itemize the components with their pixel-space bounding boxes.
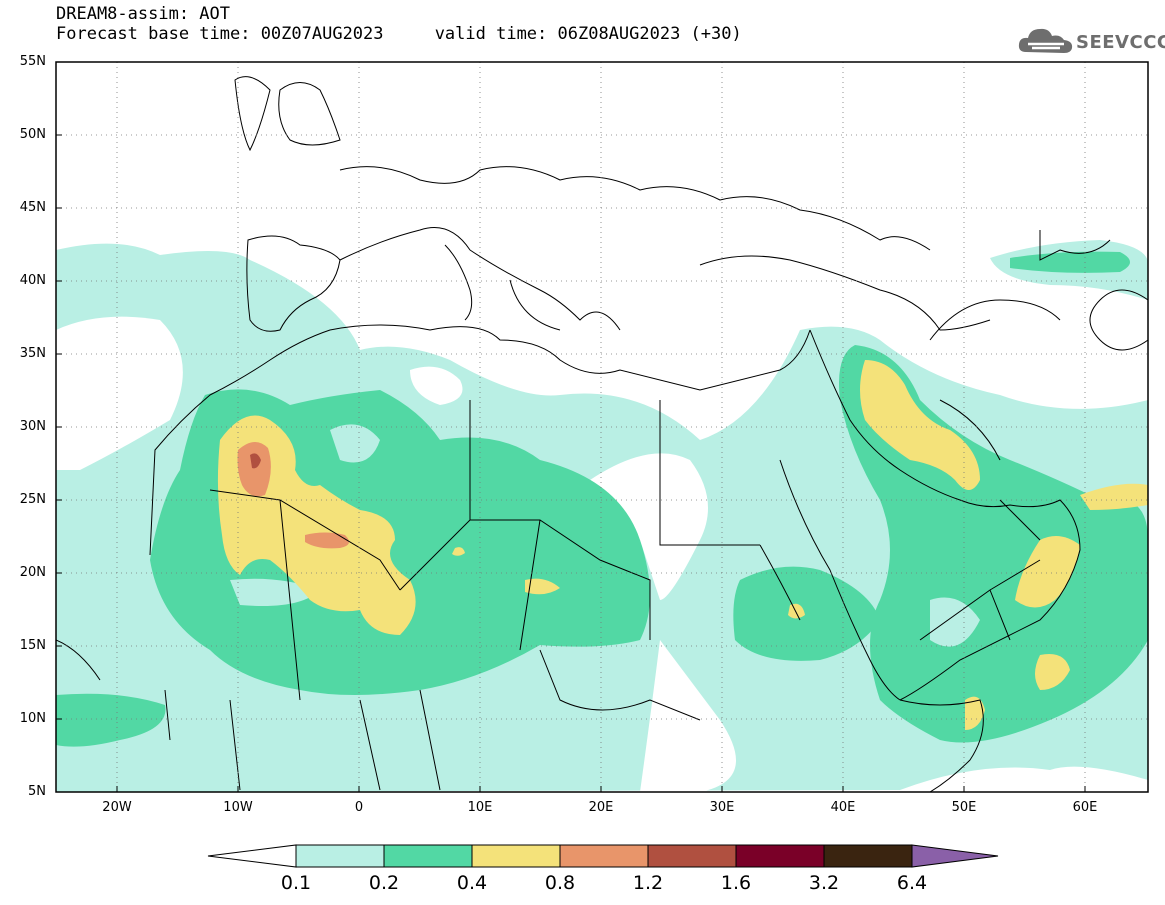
lat-label: 15N: [19, 638, 46, 653]
colorbar-segment-2: [383, 844, 473, 868]
colorbar-segment-7: [823, 844, 913, 868]
gridlines: [56, 62, 1148, 792]
colorbar-segment-1: [295, 844, 385, 868]
lon-label: 0: [354, 800, 364, 815]
colorbar-label: 1.2: [632, 872, 664, 894]
aot-level-1.2-field: [250, 453, 261, 469]
lat-label: 50N: [19, 127, 46, 142]
lon-label: 30E: [709, 800, 735, 815]
colorbar-label: 0.2: [368, 872, 400, 894]
cloud-icon: [1018, 28, 1073, 53]
no-dust-gap: [230, 424, 980, 647]
colorbar-label: 0.1: [280, 872, 312, 894]
lon-label: 20W: [102, 800, 132, 815]
lat-label: 55N: [19, 54, 46, 69]
colorbar-segment-5: [647, 844, 737, 868]
lon-label: 10E: [467, 800, 493, 815]
coastlines-and-borders: [56, 76, 1148, 792]
lat-label: 40N: [19, 273, 46, 288]
lat-label: 30N: [19, 419, 46, 434]
lon-label: 60E: [1072, 800, 1098, 815]
seevccc-logo: SEEVCCC: [1018, 24, 1165, 58]
logo-text: SEEVCCC: [1076, 32, 1165, 53]
colorbar-label: 0.8: [544, 872, 576, 894]
colorbar-label: 3.2: [808, 872, 840, 894]
lat-label: 25N: [19, 492, 46, 507]
colorbar-label: 0.4: [456, 872, 488, 894]
colorbar: [207, 844, 999, 868]
colorbar-under-arrow: [207, 844, 297, 868]
forecast-time-subtitle: Forecast base time: 00Z07AUG2023 valid t…: [56, 24, 742, 44]
lon-label: 10W: [223, 800, 253, 815]
lon-label: 20E: [588, 800, 614, 815]
lat-label: 5N: [28, 784, 46, 799]
lat-label: 20N: [19, 565, 46, 580]
lat-label: 45N: [19, 200, 46, 215]
lon-label: 50E: [951, 800, 977, 815]
colorbar-over-arrow: [911, 844, 999, 868]
lat-label: 35N: [19, 346, 46, 361]
colorbar-segment-4: [559, 844, 649, 868]
colorbar-segment-6: [735, 844, 825, 868]
lat-label: 10N: [19, 711, 46, 726]
axis-ticks: [56, 61, 1086, 793]
no-dust-gap: [56, 316, 736, 792]
colorbar-segment-3: [471, 844, 561, 868]
map-title: DREAM8-assim: AOT: [56, 4, 230, 24]
lon-label: 40E: [830, 800, 856, 815]
aot-level-0.8-field: [237, 441, 349, 549]
colorbar-label: 6.4: [896, 872, 928, 894]
colorbar-label: 1.6: [720, 872, 752, 894]
